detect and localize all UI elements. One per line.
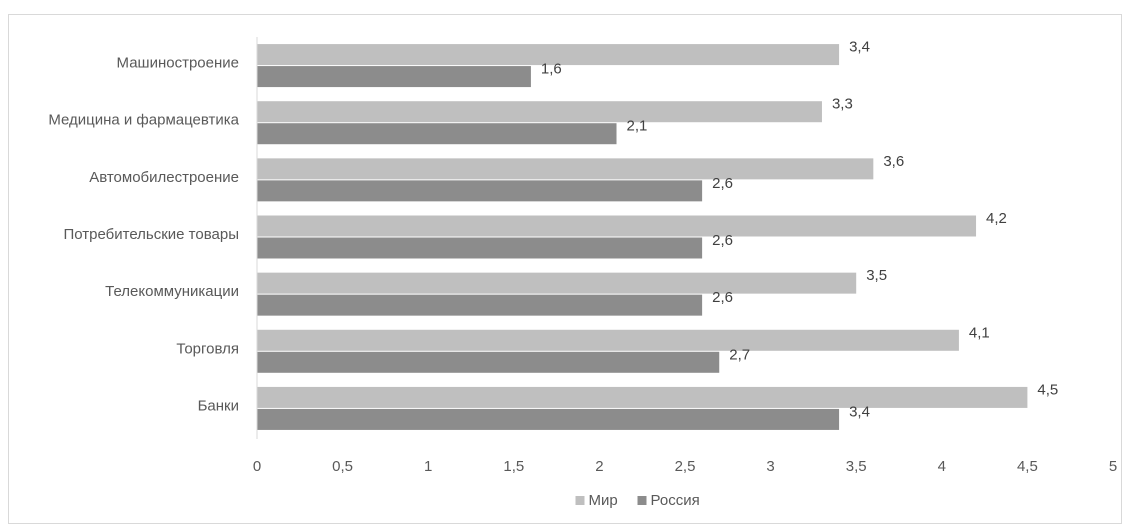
category-label: Потребительские товары: [63, 226, 239, 243]
bar-mir: [257, 215, 977, 237]
legend-swatch-rossiya: [637, 496, 647, 505]
x-tick-label: 1: [424, 458, 432, 475]
category-label: Медицина и фармацевтика: [48, 112, 239, 129]
bar-mir: [257, 101, 822, 123]
x-tick-label: 0: [253, 458, 261, 475]
bar-mir: [257, 386, 1028, 408]
data-label: 2,6: [712, 232, 733, 249]
x-tick-label: 4,5: [1017, 458, 1038, 475]
category-label: Автомобилестроение: [89, 169, 239, 186]
data-label: 2,6: [712, 175, 733, 192]
x-tick-label: 0,5: [332, 458, 353, 475]
bar-mir: [257, 44, 840, 66]
category-label: Банки: [198, 397, 239, 414]
legend-label: Мир: [589, 492, 618, 509]
data-label: 3,4: [849, 39, 870, 56]
data-label: 1,6: [541, 61, 562, 78]
data-label: 3,6: [883, 153, 904, 170]
bar-rossiya: [257, 294, 703, 316]
x-tick-label: 2: [595, 458, 603, 475]
bar-mir: [257, 272, 857, 294]
data-label: 3,5: [866, 267, 887, 284]
data-label: 4,5: [1037, 381, 1058, 398]
bar-mir: [257, 158, 874, 180]
category-label: Машиностроение: [117, 55, 239, 72]
legend: Мир Россия: [575, 492, 700, 509]
data-label: 2,1: [627, 118, 648, 135]
x-tick-label: 3: [766, 458, 774, 475]
x-tick-labels: 0 0,5 1 1,5 2 2,5 3 3,5 4 4,5 5: [253, 458, 1117, 475]
x-tick-label: 5: [1109, 458, 1117, 475]
bar-rossiya: [257, 351, 720, 373]
x-tick-label: 4: [938, 458, 946, 475]
legend-label: Россия: [651, 492, 700, 509]
data-label: 4,1: [969, 324, 990, 341]
chart-frame: [8, 14, 1122, 524]
category-labels: Машиностроение Медицина и фармацевтика Авт…: [48, 55, 239, 415]
bars: [257, 44, 1028, 430]
x-tick-label: 1,5: [503, 458, 524, 475]
data-labels: 3,4 1,6 3,3 2,1 3,6 2,6 4,2 2,6 3,5 2,6 4,1 2,7 4,5 3…: [541, 39, 1058, 421]
data-label: 4,2: [986, 210, 1007, 227]
legend-swatch-mir: [575, 496, 585, 505]
data-label: 3,3: [832, 96, 853, 113]
bar-mir: [257, 329, 959, 351]
category-label: Торговля: [176, 340, 239, 357]
bar-rossiya: [257, 123, 617, 145]
data-label: 2,7: [729, 346, 750, 363]
data-label: 3,4: [849, 403, 870, 420]
bar-rossiya: [257, 408, 840, 430]
x-tick-label: 3,5: [846, 458, 867, 475]
data-label: 2,6: [712, 289, 733, 306]
bar-rossiya: [257, 180, 703, 202]
bar-rossiya: [257, 237, 703, 259]
bar-rossiya: [257, 66, 531, 88]
category-label: Телекоммуникации: [105, 283, 239, 300]
x-tick-label: 2,5: [675, 458, 696, 475]
